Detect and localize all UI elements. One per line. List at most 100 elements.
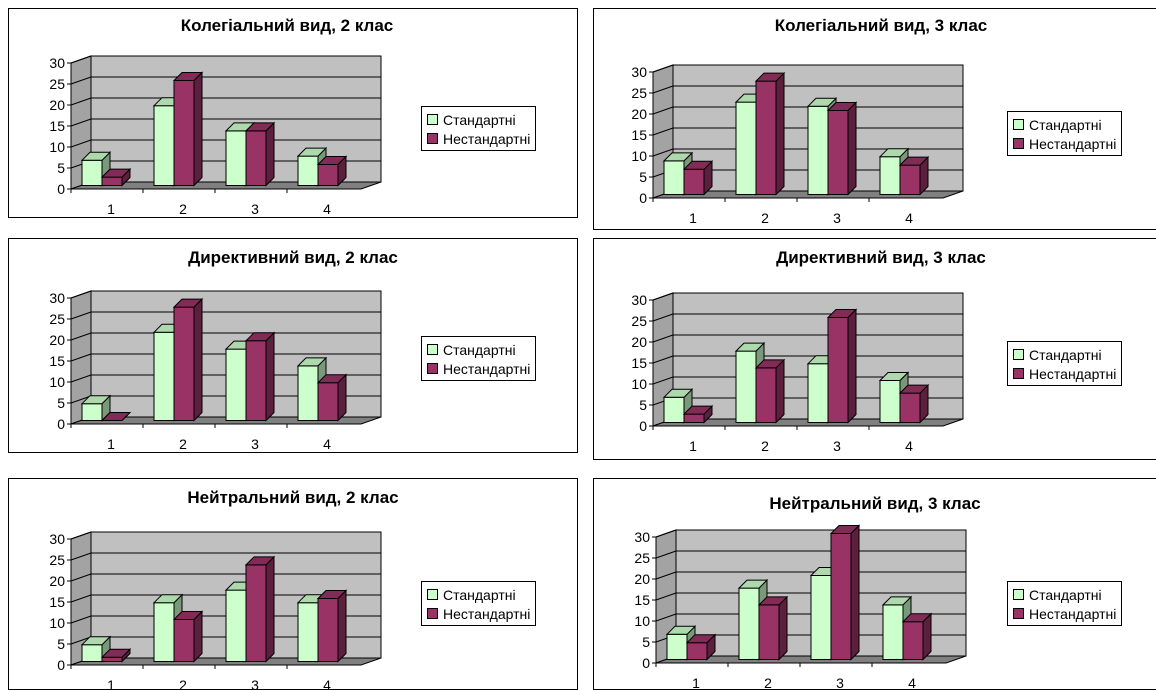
chart-title: Нейтральний вид, 2 клас	[187, 488, 398, 507]
chart-title: Директивний вид, 2 клас	[188, 248, 398, 267]
bar-front	[830, 533, 852, 660]
y-tick-label: 5	[57, 395, 65, 411]
bar	[244, 121, 276, 187]
gridline-side	[652, 313, 674, 322]
legend-label: Нестандартні	[1029, 365, 1117, 382]
legend-item: Нестандартні	[1013, 134, 1116, 153]
bar	[244, 555, 276, 663]
bar	[754, 358, 786, 424]
legend-label: Нестандартні	[443, 360, 531, 377]
y-tick-label: 30	[631, 64, 647, 80]
legend-swatch	[427, 344, 438, 355]
bar	[682, 404, 714, 424]
gridline-side	[70, 332, 92, 341]
chart-svg: 0 5 10 15 20 25 30 1 2 3 4 Колегіальний вид, 3 клас	[631, 16, 988, 226]
y-tick-label: 0	[642, 655, 650, 671]
bar	[172, 297, 204, 422]
bar-top	[100, 168, 132, 178]
bar-top	[901, 613, 933, 623]
gridline-side	[652, 127, 674, 136]
y-tick-label: 0	[57, 181, 65, 197]
x-tick-label: 2	[764, 675, 772, 690]
y-tick-label: 25	[49, 311, 65, 327]
bar-front	[297, 155, 319, 187]
y-tick-label: 10	[631, 376, 647, 392]
x-tick-label: 3	[251, 436, 259, 452]
x-tick-label: 3	[833, 438, 841, 454]
bar-front	[81, 159, 103, 187]
y-tick-label: 10	[634, 613, 650, 629]
x-tick-label: 1	[107, 677, 115, 690]
bar-front	[317, 382, 339, 422]
chart-svg: 0 5 10 15 20 25 30 1 2 3 4 Директивний вид, 2 клас	[49, 248, 398, 452]
chart-title: Колегіальний вид, 3 клас	[775, 16, 988, 35]
gridline-side	[70, 139, 92, 148]
gridline-side	[655, 613, 677, 622]
bar-top	[826, 309, 858, 318]
gridline-side	[70, 374, 92, 383]
chart-title: Нейтральний вид, 3 клас	[769, 494, 980, 513]
bar	[898, 383, 930, 424]
legend-swatch	[427, 589, 438, 600]
bar-top	[806, 97, 838, 107]
y-tick-label: 20	[631, 106, 647, 122]
bar	[826, 101, 858, 196]
bar-front	[297, 365, 319, 421]
chart-panel: 0 5 10 15 20 25 30 1 2 3 4 Нейтральний вид, 3 клас С…	[593, 478, 1156, 690]
y-tick-label: 30	[631, 292, 647, 308]
chart-legend: Стандартні Нестандартні	[421, 106, 537, 151]
y-tick-label: 20	[634, 571, 650, 587]
bar-front	[153, 105, 175, 186]
chart-svg: 0 5 10 15 20 25 30 1 2 3 4 Колегіальний вид, 2 клас	[49, 16, 393, 217]
x-tick-label: 1	[107, 201, 115, 217]
bar-top	[100, 648, 132, 658]
x-tick-label: 3	[251, 201, 259, 217]
y-tick-label: 10	[49, 615, 65, 631]
legend-label: Нестандартні	[1029, 135, 1117, 152]
bar-front	[81, 644, 103, 663]
bar-front	[173, 306, 195, 422]
y-tick-label: 5	[642, 634, 650, 650]
bar-top	[316, 590, 348, 599]
gridline-side	[652, 376, 674, 385]
bar-top	[682, 160, 714, 170]
legend-swatch	[1013, 368, 1024, 379]
bar	[901, 612, 933, 661]
bar	[316, 373, 348, 422]
bar	[682, 160, 714, 196]
bar-front	[686, 642, 708, 661]
bar-top	[754, 72, 786, 82]
bar-top	[662, 152, 694, 162]
chart-panel: 0 5 10 15 20 25 30 1 2 3 4 Колегіальний вид, 3 клас…	[593, 8, 1156, 230]
x-tick-label: 2	[179, 436, 187, 452]
legend-item: Стандартні	[427, 110, 530, 129]
gridline-side	[70, 636, 92, 645]
x-tick-label: 1	[689, 438, 697, 454]
legend-swatch	[1013, 138, 1024, 149]
bar-top	[662, 388, 694, 398]
bar-front	[173, 80, 195, 186]
bar	[754, 71, 786, 196]
bar-top	[754, 359, 786, 369]
bar-side	[850, 524, 860, 661]
y-tick-label: 0	[639, 418, 647, 434]
y-tick-label: 25	[631, 85, 647, 101]
chart-legend: Стандартні Нестандартні	[1007, 341, 1123, 386]
gridline-side	[652, 64, 674, 73]
gridline-side	[652, 334, 674, 343]
bar-top	[80, 636, 112, 646]
legend-item: Стандартні	[427, 340, 530, 359]
bar	[100, 412, 132, 421]
chart-svg: 0 5 10 15 20 25 30 1 2 3 4 Директивний вид, 3 клас	[631, 248, 985, 454]
y-tick-label: 5	[639, 169, 647, 185]
bar-front	[810, 575, 832, 660]
gridline-side	[652, 106, 674, 115]
y-tick-label: 25	[49, 76, 65, 92]
gridline-side	[655, 592, 677, 601]
bar-top	[665, 625, 697, 635]
bar	[662, 151, 694, 196]
bar	[757, 595, 789, 661]
bar-side	[337, 589, 347, 663]
legend-label: Стандартні	[1029, 116, 1102, 133]
bar	[662, 388, 694, 424]
